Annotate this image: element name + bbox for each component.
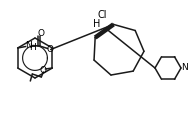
Text: H: H	[93, 19, 101, 29]
Text: N: N	[25, 41, 32, 50]
Text: N: N	[182, 63, 188, 73]
Text: O: O	[46, 44, 53, 54]
Text: Cl: Cl	[97, 10, 107, 20]
Text: O: O	[40, 66, 47, 74]
Text: H: H	[29, 43, 36, 51]
Text: O: O	[37, 28, 44, 37]
